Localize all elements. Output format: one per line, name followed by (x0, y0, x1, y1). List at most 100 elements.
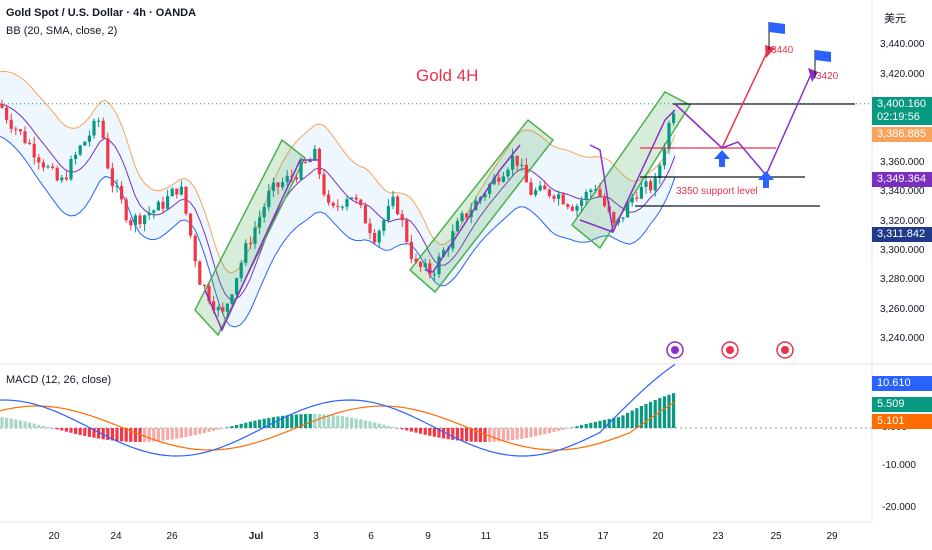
macd-histogram-bar (322, 414, 326, 428)
flag-icon (769, 22, 785, 34)
candle-body (37, 157, 41, 163)
candle-body (373, 232, 377, 243)
macd-histogram-bar (488, 428, 492, 442)
candle-body (69, 158, 73, 180)
macd-histogram-bar (501, 428, 505, 442)
macd-histogram-bar (497, 428, 501, 442)
projection-path-red (674, 49, 769, 150)
event-icon-dot (781, 346, 789, 354)
symbol-header: Gold Spot / U.S. Dollar · 4h · OANDA (6, 7, 197, 19)
candle-body (336, 205, 340, 207)
macd-histogram-bar (37, 424, 41, 428)
candle-body (152, 210, 156, 213)
time-tick-label: 23 (712, 531, 724, 542)
macd-histogram-bar (354, 418, 358, 428)
macd-histogram-bar (428, 428, 432, 436)
currency-label[interactable]: 美元 (884, 13, 906, 25)
candle-body (239, 262, 243, 279)
price-tick-label: 3,440.000 (880, 39, 925, 51)
candle-body (41, 162, 45, 168)
candle-body (391, 196, 395, 206)
candle-body (110, 168, 114, 187)
bb-band-fill (0, 71, 675, 328)
macd-histogram-bar (460, 428, 464, 441)
candle-body (359, 199, 363, 206)
macd-histogram-bar (405, 428, 409, 431)
macd-histogram-bar (547, 428, 551, 434)
macd-line (0, 363, 676, 457)
candle-body (396, 196, 400, 215)
macd-histogram-bar (244, 422, 248, 428)
macd-histogram-bar (409, 428, 413, 432)
candle-body (147, 212, 151, 216)
event-icon-dot (671, 346, 679, 354)
price-tick-label: 3,320.000 (880, 215, 925, 227)
candle-body (281, 182, 285, 188)
candle-body (400, 214, 404, 221)
candle-body (630, 197, 634, 203)
candle-body (561, 194, 565, 205)
candle-body (212, 301, 216, 311)
candle-body (414, 258, 418, 262)
time-tick-label: 11 (480, 531, 492, 542)
trend-line (589, 144, 614, 233)
candle-body (492, 177, 496, 185)
candle-body (515, 155, 519, 166)
macd-histogram-bar (423, 428, 427, 435)
macd-histogram-bar (520, 428, 524, 439)
macd-histogram-bar (64, 428, 68, 432)
candle-body (28, 143, 32, 145)
candle-body (538, 185, 542, 191)
macd-histogram-bar (391, 426, 395, 428)
candle-body (543, 185, 547, 190)
candle-body (442, 250, 446, 257)
time-tick-label: Jul (248, 531, 264, 542)
macd-histogram-bar (133, 428, 137, 442)
price-tick-label: 3,300.000 (880, 245, 925, 256)
candle-body (207, 285, 211, 302)
candle-body (327, 194, 331, 203)
time-tick-label: 17 (597, 531, 609, 542)
candle-body (202, 284, 206, 286)
candle-body (9, 119, 13, 129)
candle-body (184, 186, 188, 214)
macd-histogram-bar (589, 422, 593, 428)
candle-body (248, 243, 252, 245)
candle-body (584, 192, 588, 201)
macd-histogram-bar (580, 425, 584, 428)
candle-body (377, 230, 381, 243)
price-tick-label: 3,280.000 (880, 274, 925, 286)
macd-histogram-bar (170, 428, 174, 440)
candle-body (547, 189, 551, 196)
candle-body (235, 278, 239, 295)
candle-body (570, 206, 574, 211)
macd-histogram-bar (60, 428, 64, 431)
macd-histogram-bar (290, 414, 294, 428)
price-tick-label: 3,340.000 (880, 186, 925, 198)
candle-body (501, 176, 505, 182)
macd-histogram-bar (207, 428, 211, 432)
macd-histogram-bar (175, 428, 179, 439)
macd-histogram-bar (212, 428, 216, 431)
candle-body (60, 177, 64, 181)
macd-tick-label: -20.000 (882, 502, 916, 513)
macd-histogram-bar (189, 428, 193, 437)
macd-histogram-bar (258, 419, 262, 428)
macd-histogram-bar (373, 422, 377, 428)
candle-body (635, 197, 639, 199)
macd-histogram-bar (124, 428, 128, 442)
macd-histogram-bar (317, 414, 321, 428)
macd-histogram-bar (106, 428, 110, 440)
candle-body (198, 261, 202, 285)
candle-body (368, 223, 372, 233)
candle-body (612, 212, 616, 223)
macd-histogram-bar (621, 415, 625, 428)
candle-body (285, 175, 289, 183)
macd-signal-line (0, 401, 676, 451)
macd-histogram-bar (230, 426, 234, 428)
macd-histogram-bar (327, 414, 331, 428)
candle-body (603, 196, 607, 207)
macd-histogram-bar (161, 428, 165, 441)
event-icon-dot (726, 346, 734, 354)
